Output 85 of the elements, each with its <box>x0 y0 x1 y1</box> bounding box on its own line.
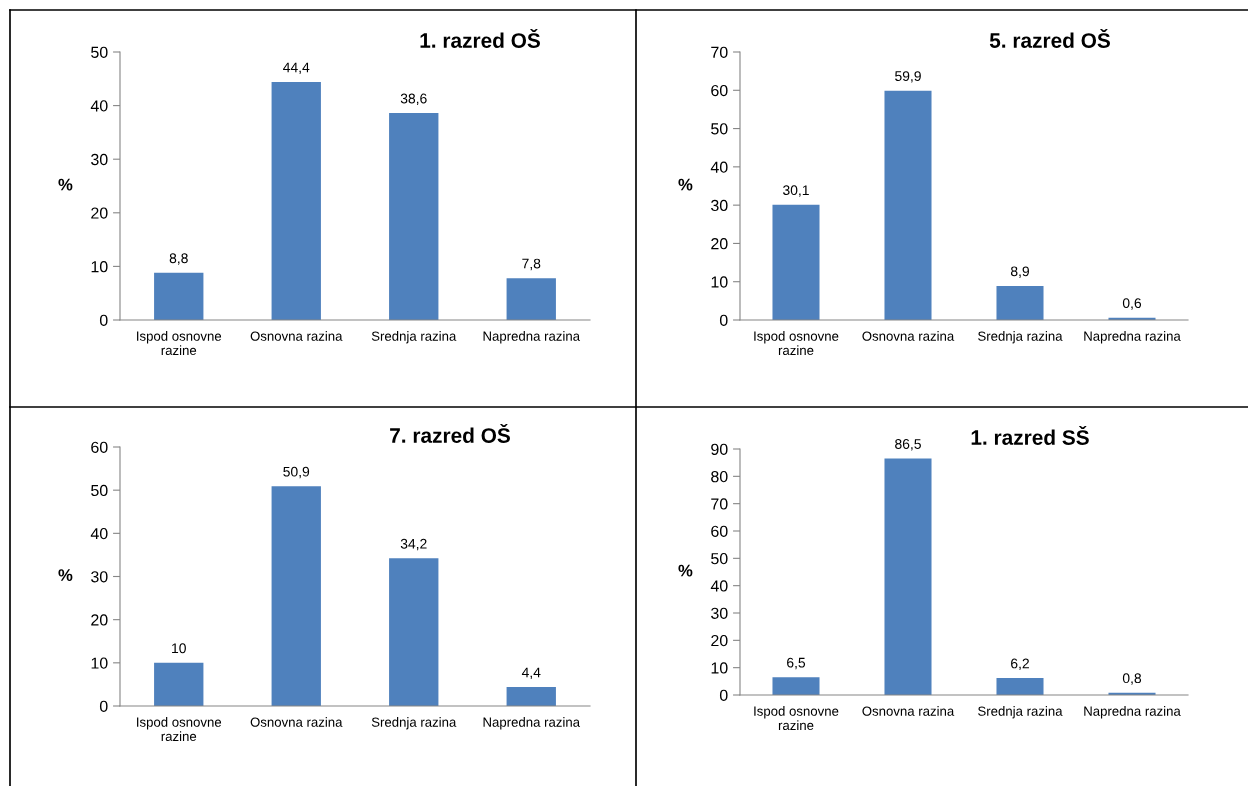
data-label: 86,5 <box>895 439 921 451</box>
x-tick-label: Srednja razina <box>371 331 457 344</box>
y-tick-label: 10 <box>711 276 728 288</box>
bar <box>996 285 1044 320</box>
bar <box>271 82 321 320</box>
y-axis-title: % <box>678 564 693 577</box>
bar <box>389 113 439 320</box>
y-tick-label: 60 <box>91 441 108 453</box>
y-tick-label: 30 <box>711 607 728 619</box>
bar <box>154 662 204 706</box>
y-tick-label: 10 <box>91 657 108 669</box>
bar <box>884 90 932 320</box>
y-tick-label: 20 <box>711 634 728 647</box>
y-tick-label: 40 <box>90 527 108 540</box>
bar <box>996 678 1044 695</box>
data-label: 38,6 <box>400 93 427 106</box>
data-label: 0,8 <box>1122 673 1142 685</box>
y-tick-label: 70 <box>711 498 728 510</box>
x-tick-label: Napredna razina <box>1084 331 1181 344</box>
y-tick-label: 10 <box>711 662 728 674</box>
y-tick-label: 10 <box>91 261 108 273</box>
x-tick-label: Ispod osnovne razine <box>754 706 839 731</box>
bar <box>772 677 820 695</box>
x-tick-label: Osnovna razina <box>862 331 955 341</box>
y-tick-label: 40 <box>90 100 108 112</box>
x-tick-label: Osnovna razina <box>862 706 955 716</box>
bar <box>506 278 556 320</box>
x-tick-label: Srednja razina <box>978 331 1063 344</box>
x-tick-label: Srednja razina <box>978 706 1063 719</box>
data-label: 50,9 <box>283 466 310 479</box>
y-axis-title: % <box>58 569 73 581</box>
y-tick-label: 80 <box>711 470 728 483</box>
data-label: 44,4 <box>283 62 310 74</box>
y-axis-title: % <box>58 178 73 191</box>
chart-title: 7. razred OŠ <box>390 424 510 443</box>
y-tick-label: 60 <box>711 84 728 97</box>
y-tick-label: 30 <box>91 153 108 166</box>
y-tick-label: 0 <box>99 314 108 326</box>
data-label: 6,5 <box>787 657 806 670</box>
y-tick-label: 50 <box>91 484 108 497</box>
y-tick-label: 20 <box>91 614 108 626</box>
y-axis-title: % <box>678 178 693 191</box>
x-tick-label: Osnovna razina <box>250 331 343 341</box>
x-tick-label: Ispod osnovne razine <box>137 331 222 356</box>
data-label: 0,6 <box>1122 298 1142 310</box>
data-label: 8,8 <box>169 253 188 265</box>
y-tick-label: 70 <box>711 46 728 58</box>
y-tick-label: 0 <box>99 700 108 712</box>
data-label: 30,1 <box>783 185 809 197</box>
y-tick-label: 0 <box>719 314 728 326</box>
x-tick-label: Ispod osnovne razine <box>137 717 222 742</box>
y-tick-label: 30 <box>91 571 108 583</box>
x-tick-label: Ispod osnovne razine <box>754 331 839 356</box>
y-tick-label: 50 <box>711 123 728 135</box>
x-tick-label: Napredna razina <box>1084 706 1181 719</box>
data-label: 10 <box>172 643 186 654</box>
y-tick-label: 50 <box>711 552 728 565</box>
y-tick-label: 40 <box>710 161 728 173</box>
bar <box>271 486 321 706</box>
data-label: 6,2 <box>1011 658 1029 670</box>
y-tick-label: 90 <box>711 443 728 455</box>
bar <box>772 204 820 320</box>
data-label: 8,9 <box>1010 266 1029 278</box>
y-tick-label: 50 <box>91 46 108 58</box>
chart-title: 1. razred SŠ <box>971 426 1089 445</box>
bar <box>154 272 204 320</box>
x-tick-label: Srednja razina <box>371 717 457 730</box>
x-tick-label: Osnovna razina <box>250 717 343 727</box>
data-label: 34,2 <box>400 538 427 551</box>
data-label: 59,9 <box>895 71 921 83</box>
x-tick-label: Napredna razina <box>483 331 581 344</box>
chart-title: 1. razred OŠ <box>420 29 540 48</box>
data-label: 4,4 <box>521 667 541 679</box>
y-tick-label: 20 <box>711 238 728 250</box>
y-tick-label: 20 <box>91 207 108 219</box>
y-tick-label: 30 <box>711 199 728 212</box>
y-tick-label: 0 <box>719 689 728 701</box>
x-tick-label: Napredna razina <box>483 717 581 730</box>
y-tick-label: 40 <box>710 580 728 592</box>
bar <box>389 558 439 706</box>
chart-title: 5. razred OŠ <box>989 29 1110 48</box>
data-label: 7,8 <box>522 258 541 271</box>
bar <box>884 458 932 695</box>
bar <box>506 687 556 706</box>
y-tick-label: 60 <box>711 525 728 537</box>
